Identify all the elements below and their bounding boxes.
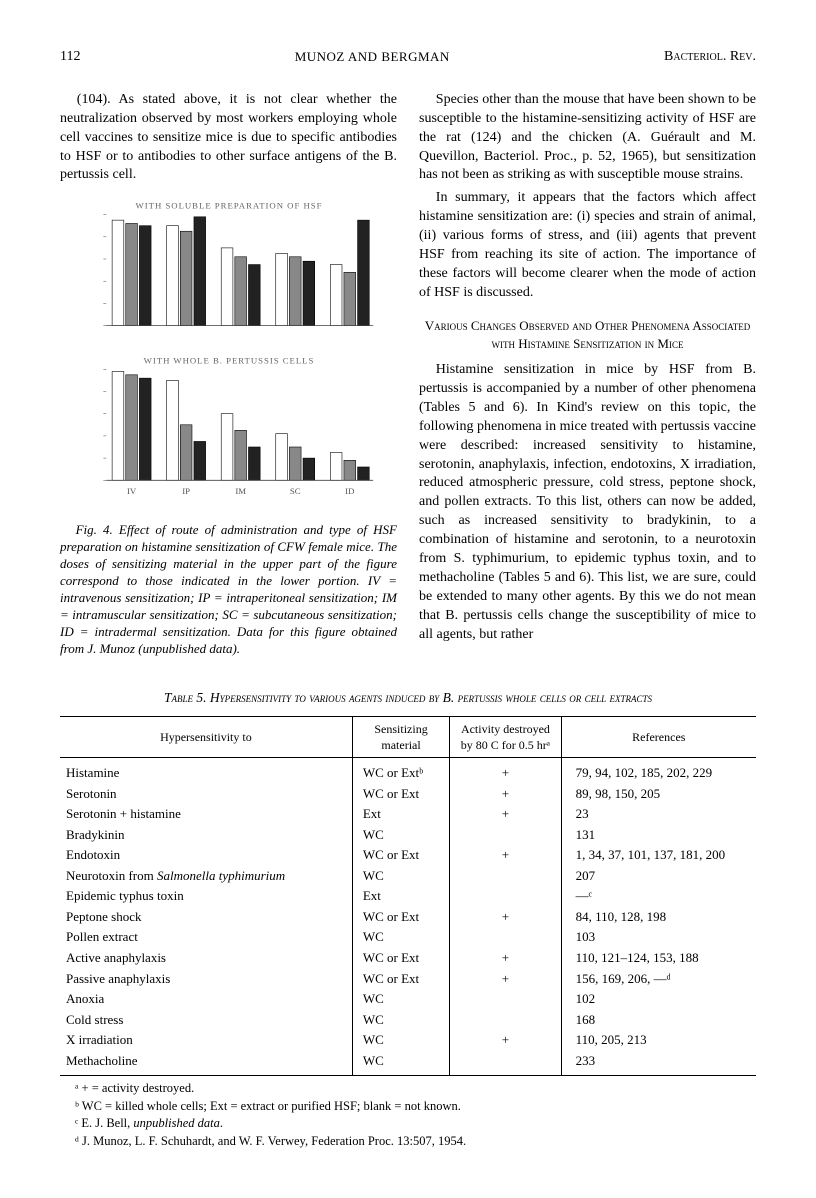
table-row: Passive anaphylaxisWC or Ext+156, 169, 2… [60,968,756,989]
table-row: Cold stressWC168 [60,1009,756,1030]
footnote-a: ᵃ + = activity destroyed. [60,1080,756,1098]
table-row: X irradiationWC+110, 205, 213 [60,1030,756,1051]
svg-text:IP: IP [182,486,190,496]
table-row: SerotoninWC or Ext+89, 98, 150, 205 [60,783,756,804]
svg-text:IV: IV [126,486,136,496]
table-row: Serotonin + histamineExt+23 [60,804,756,825]
section-heading: Various Changes Observed and Other Pheno… [419,317,756,353]
left-p1: (104). As stated above, it is not clear … [60,91,397,185]
table-row: Pollen extractWC103 [60,927,756,948]
table-row: HistamineWC or Extᵇ+79, 94, 102, 185, 20… [60,758,756,784]
figure-4: WITH SOLUBLE PREPARATION OF HSF WITH WHO… [60,199,397,657]
table-row: MethacholineWC233 [60,1050,756,1076]
table-row: Active anaphylaxisWC or Ext+110, 121–124… [60,947,756,968]
svg-text:IM: IM [235,486,246,496]
bar-chart-top: WITH SOLUBLE PREPARATION OF HSF [79,199,379,349]
table-row: Neurotoxin from Salmonella typhimuriumWC… [60,865,756,886]
table-footnotes: ᵃ + = activity destroyed. ᵇ WC = killed … [60,1080,756,1150]
left-column: (104). As stated above, it is not clear … [60,91,397,668]
table-row: Epidemic typhus toxinExt—ᶜ [60,886,756,907]
bar-chart-bottom: WITH WHOLE B. PERTUSSIS CELLS IV IP IM SC ID [79,353,379,518]
table-row: BradykininWC131 [60,824,756,845]
right-p3: Histamine sensitization in mice by HSF f… [419,361,756,644]
th-agent: Hypersensitivity to [60,716,352,757]
page-header: 112 MUNOZ AND BERGMAN Bacteriol. Rev. [60,48,756,67]
table-5: Hypersensitivity to Sensitizing material… [60,716,756,1077]
running-head-center: MUNOZ AND BERGMAN [295,48,450,67]
table-row: EndotoxinWC or Ext+1, 34, 37, 101, 137, … [60,845,756,866]
figure-4-caption: Fig. 4. Effect of route of administratio… [60,522,397,657]
svg-text:WITH WHOLE B. PERTUSSIS CELLS: WITH WHOLE B. PERTUSSIS CELLS [143,356,314,366]
right-column: Species other than the mouse that have b… [419,91,756,668]
right-p2: In summary, it appears that the factors … [419,189,756,302]
table-row: Peptone shockWC or Ext+84, 110, 128, 198 [60,906,756,927]
th-refs: References [561,716,756,757]
two-column-layout: (104). As stated above, it is not clear … [60,91,756,668]
th-material: Sensitizing material [352,716,449,757]
footnote-b: ᵇ WC = killed whole cells; Ext = extract… [60,1098,756,1116]
svg-text:ID: ID [345,486,354,496]
footnote-c: ᶜ E. J. Bell, unpublished data. [60,1115,756,1133]
table-row: AnoxiaWC102 [60,989,756,1010]
footnote-d: ᵈ J. Munoz, L. F. Schuhardt, and W. F. V… [60,1133,756,1151]
running-head-right: Bacteriol. Rev. [664,48,756,67]
table-5-title: Table 5. Hypersensitivity to various age… [60,689,756,707]
right-p1: Species other than the mouse that have b… [419,91,756,185]
th-activity: Activity destroyed by 80 C for 0.5 hrᵃ [450,716,561,757]
svg-text:WITH SOLUBLE PREPARATION OF HS: WITH SOLUBLE PREPARATION OF HSF [135,201,322,211]
page-number: 112 [60,48,80,67]
svg-text:SC: SC [289,486,300,496]
